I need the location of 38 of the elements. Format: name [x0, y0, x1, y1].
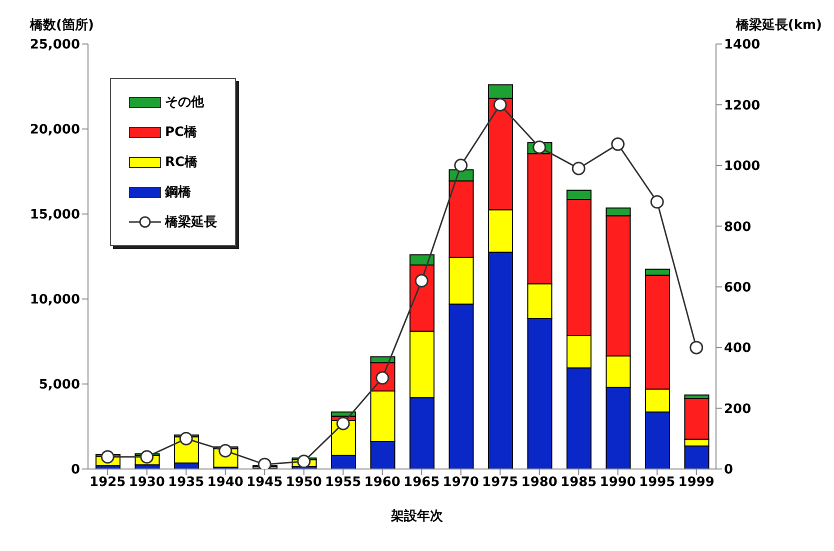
x-tick-label: 1935: [168, 475, 204, 490]
legend-label: その他: [165, 94, 204, 111]
legend-label: 橋梁延長: [165, 214, 217, 231]
x-tick-label: 1960: [364, 475, 400, 490]
x-tick-label: 1930: [128, 475, 165, 490]
y-tick-label: 5,000: [38, 378, 80, 393]
y2-tick-label: 200: [724, 402, 752, 417]
y-tick-label: 0: [70, 462, 80, 478]
y-tick-label: 10,000: [30, 292, 80, 308]
y2-tick-label: 400: [724, 341, 752, 356]
x-tick-label: 1925: [90, 475, 126, 490]
y-tick-label: 15,000: [30, 208, 80, 223]
y2-tick-label: 1200: [724, 98, 760, 114]
x-tick-label: 1950: [286, 475, 322, 490]
y2-tick-label: 1400: [724, 38, 760, 53]
x-tick-label: 1945: [246, 475, 283, 490]
x-tick-label: 1995: [639, 475, 676, 490]
x-tick-label: 1975: [482, 475, 518, 490]
y-tick-label: 25,000: [30, 38, 80, 53]
legend-label: 鋼橋: [165, 184, 191, 201]
x-tick-label: 1985: [560, 475, 597, 490]
x-tick-label: 1990: [600, 475, 636, 490]
x-tick-label: 1980: [521, 475, 558, 490]
x-tick-label: 1955: [325, 475, 362, 490]
y-axis-title: 橋数(箇所): [30, 17, 94, 34]
y-tick-label: 20,000: [30, 122, 80, 138]
y2-tick-label: 0: [724, 462, 734, 478]
y2-axis-title: 橋梁延長(km): [736, 16, 822, 34]
x-tick-label: 1965: [404, 475, 440, 490]
x-tick-label: 1970: [442, 475, 479, 490]
x-tick-label: 1940: [207, 475, 244, 490]
x-axis-title: 架設年次: [390, 508, 444, 525]
y2-tick-label: 1000: [724, 159, 760, 174]
y2-tick-label: 600: [724, 280, 752, 296]
legend-label: PC橋: [165, 124, 198, 141]
y2-tick-label: 800: [724, 220, 752, 235]
legend-label: RC橋: [165, 154, 198, 171]
x-tick-label: 1999: [678, 475, 714, 490]
